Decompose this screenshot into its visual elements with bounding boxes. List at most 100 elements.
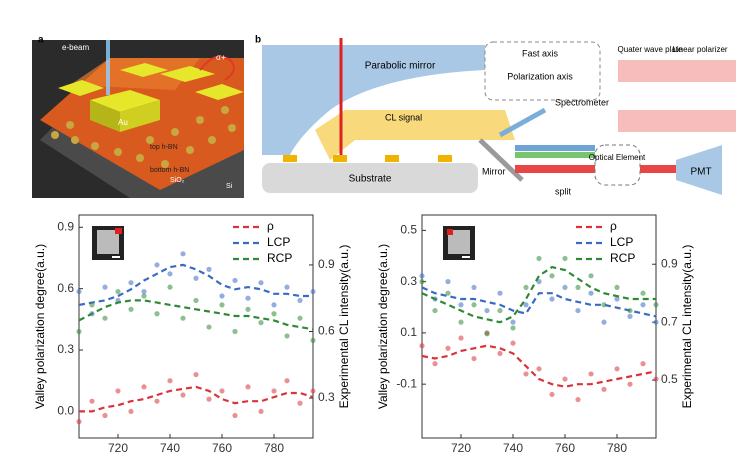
y2-tick-label: 0.9	[661, 256, 678, 270]
data-point	[458, 335, 464, 341]
legend-label: ρ	[267, 219, 274, 233]
au-block	[120, 100, 160, 132]
au-pads	[283, 155, 452, 162]
data-point	[245, 295, 251, 301]
data-point	[297, 400, 303, 406]
data-point	[76, 328, 82, 335]
x-tick-label: 740	[503, 441, 523, 455]
data-point	[310, 388, 316, 394]
data-point	[419, 343, 425, 349]
y2-axis-label: Experimental CL intensity(a.u.)	[680, 245, 694, 409]
label: PMT	[690, 167, 711, 178]
au-block	[195, 84, 244, 100]
label: Spectrometer	[555, 97, 609, 107]
substrate	[262, 163, 478, 193]
y-tick-label: 0.0	[57, 404, 74, 418]
fit-line	[421, 286, 657, 318]
data-point	[206, 396, 212, 402]
data-point	[128, 408, 134, 415]
label: Quater wave plate	[618, 45, 683, 54]
data-point	[523, 302, 529, 308]
data-point	[549, 391, 555, 398]
beam-red	[618, 60, 736, 82]
data-point	[523, 284, 529, 291]
plot-frame	[421, 214, 657, 439]
panel-b: b Parabolic mirror Fast axis Polarizatio…	[255, 35, 736, 196]
y-tick-label: -0.1	[396, 376, 417, 390]
label: Linear polarizer	[672, 45, 727, 54]
beam-red	[618, 110, 736, 132]
data-point	[536, 255, 542, 262]
label: top h-BN	[150, 144, 178, 151]
data-point	[310, 337, 316, 343]
cl-beam	[315, 110, 515, 160]
data-point	[640, 302, 646, 308]
data-point	[141, 288, 147, 295]
data-point	[614, 284, 620, 291]
data-point	[297, 297, 303, 304]
label: e-beam	[62, 43, 89, 52]
data-point	[219, 302, 225, 308]
panel-a: a e-beam σ+ Au top h-BN bottom h-BN SiO₂…	[32, 35, 244, 198]
legend-label: LCP	[267, 235, 290, 249]
data-point	[523, 371, 529, 377]
data-point	[193, 371, 199, 378]
data-point	[653, 319, 659, 325]
y-tick-label: 0.3	[57, 342, 74, 356]
y-tick-label: 0.9	[57, 219, 74, 233]
beam-red	[515, 165, 595, 173]
x-tick-label: 720	[108, 441, 128, 455]
beam-blue	[515, 145, 595, 151]
data-point	[432, 307, 438, 314]
data-point	[549, 296, 555, 302]
data-point	[627, 381, 633, 387]
data-point	[284, 333, 290, 339]
label: Fast axis	[522, 48, 559, 58]
data-point	[575, 307, 581, 314]
data-point	[89, 398, 95, 404]
data-point	[180, 251, 186, 257]
data-point	[258, 280, 264, 286]
data-point	[588, 290, 594, 296]
legend-label: ρ	[610, 219, 617, 233]
fit-line	[79, 385, 314, 413]
data-point	[271, 388, 277, 394]
data-point	[575, 284, 581, 291]
data-point	[154, 311, 160, 317]
label: Si	[226, 183, 233, 190]
data-point	[562, 376, 568, 382]
label: Polarization axis	[507, 71, 573, 81]
label: CL signal	[385, 112, 422, 122]
data-point	[206, 266, 212, 272]
data-point	[102, 284, 108, 290]
legend-label: LCP	[610, 235, 633, 249]
y2-tick-label: 0.9	[318, 257, 335, 271]
spectrometer-mirror	[498, 107, 547, 138]
data-point	[445, 279, 451, 285]
data-point	[497, 350, 503, 357]
data-point	[614, 366, 620, 372]
fit-line	[421, 265, 656, 324]
data-point	[141, 384, 147, 390]
fit-line	[421, 344, 657, 388]
y2-axis-label: Experimental CL intensity(a.u.)	[337, 245, 351, 409]
data-point	[562, 255, 568, 262]
data-point	[653, 302, 659, 308]
data-point	[484, 307, 490, 314]
inset-image	[443, 226, 475, 260]
data-point	[206, 324, 212, 330]
data-point	[271, 311, 277, 317]
y-axis-label: Valley polarization degree(a.u.)	[376, 244, 390, 409]
data-point	[76, 288, 82, 295]
y-axis-label: Valley polarization degree(a.u.)	[33, 244, 47, 409]
data-point	[497, 290, 503, 296]
data-point	[115, 288, 121, 295]
data-point	[601, 302, 607, 308]
emission	[199, 55, 235, 81]
data-point	[640, 361, 646, 367]
data-point	[141, 293, 147, 299]
data-point	[510, 319, 516, 325]
inset-image	[92, 226, 124, 260]
data-point	[588, 371, 594, 377]
